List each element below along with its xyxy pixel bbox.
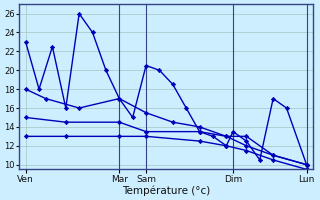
X-axis label: Température (°c): Température (°c) [122, 185, 210, 196]
